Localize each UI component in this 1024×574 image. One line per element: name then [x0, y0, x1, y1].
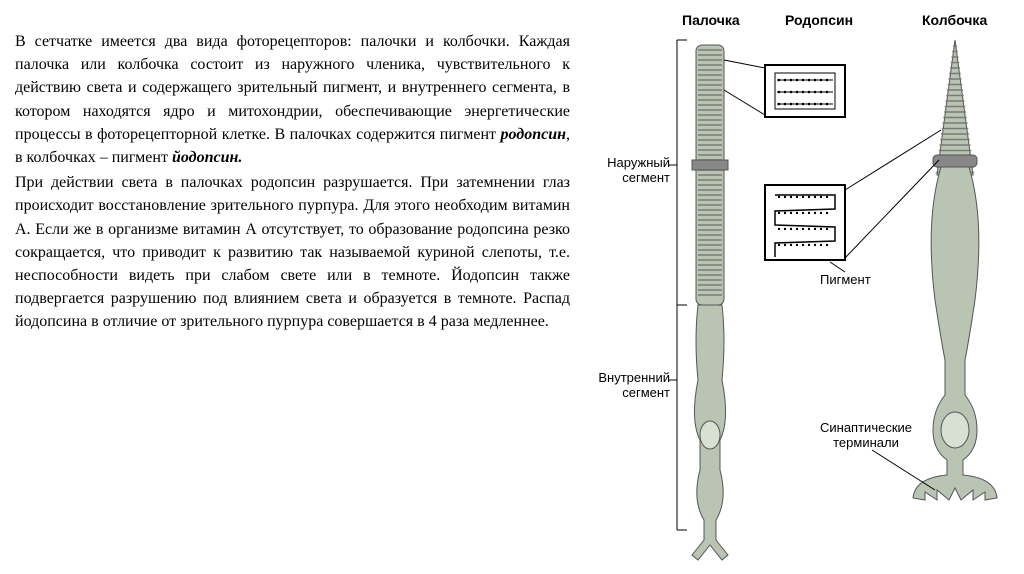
paragraph-2: При действии света в палочках родопсин р… — [15, 171, 570, 333]
paragraph-1: В сетчатке имеется два вида фоторецептор… — [15, 30, 570, 169]
term-rodopsin: родопсин — [500, 126, 566, 143]
diagram-column: Палочка Родопсин Колбочка Наружный сегме… — [580, 0, 1024, 574]
para1-part-a: В сетчатке имеется два вида фоторецептор… — [15, 33, 570, 143]
photoreceptor-diagram — [580, 0, 1024, 574]
text-column: В сетчатке имеется два вида фоторецептор… — [0, 0, 580, 574]
term-yodopsin: йодопсин. — [172, 149, 242, 166]
